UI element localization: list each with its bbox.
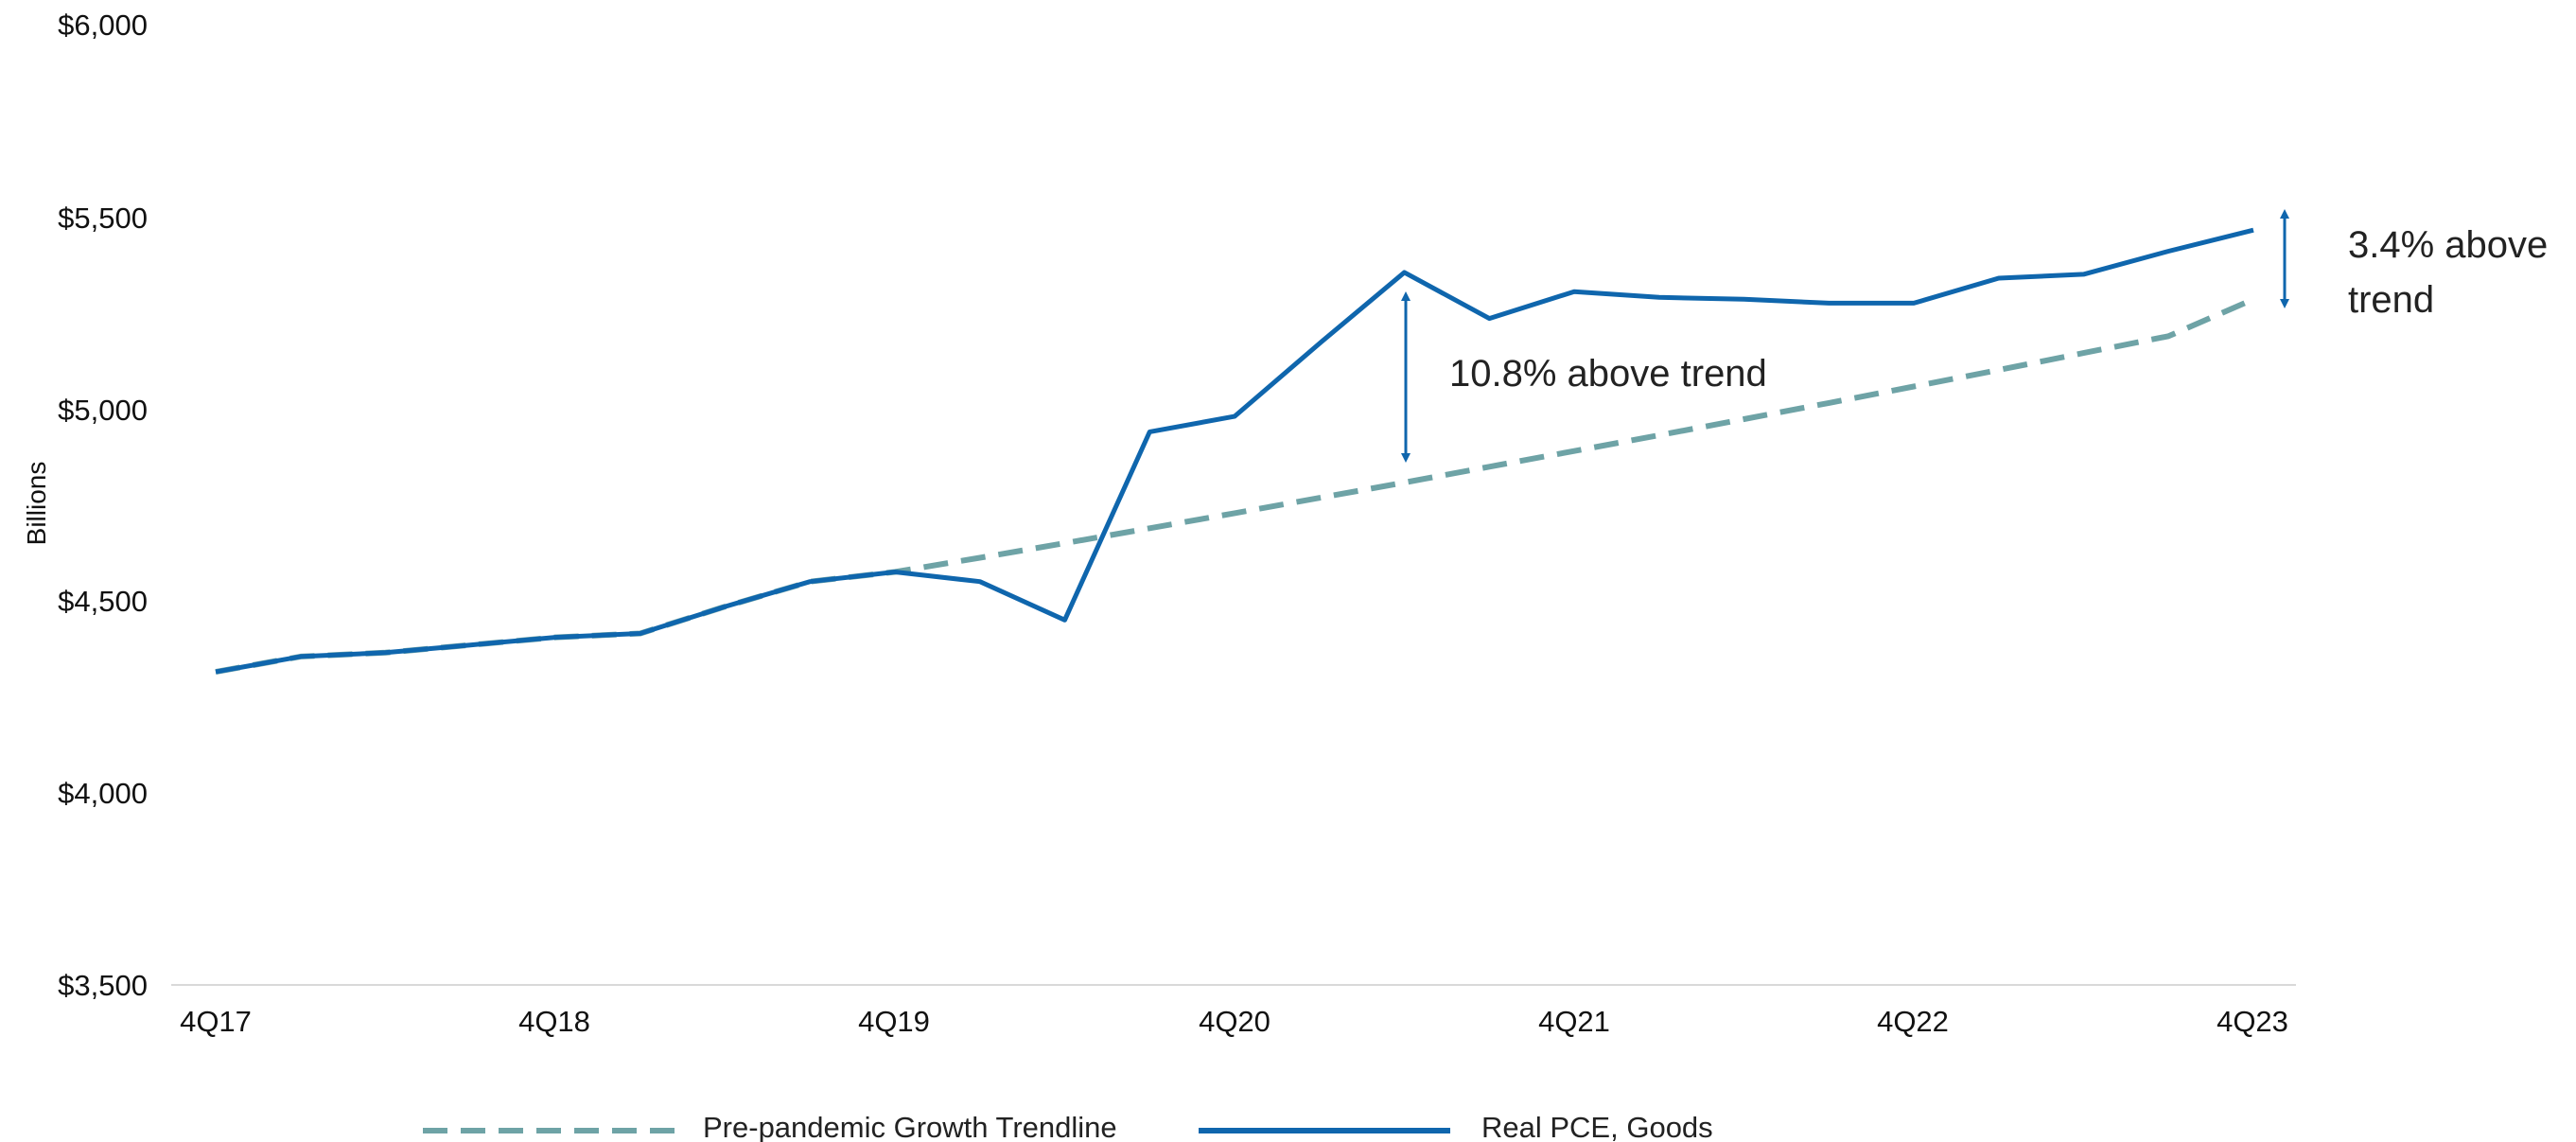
x-tick-label: 4Q22 — [1877, 1005, 1949, 1038]
series-layer — [215, 227, 2255, 676]
annotation-label-2023-line2: trend — [2348, 279, 2434, 321]
y-tick-label: $3,500 — [58, 969, 148, 1002]
series-line-trendline — [215, 296, 2255, 676]
x-tick-label: 4Q21 — [1538, 1005, 1610, 1038]
x-tick-label: 4Q19 — [858, 1005, 930, 1038]
y-tick-label: $6,000 — [58, 9, 148, 42]
y-tick-label: $5,500 — [58, 202, 148, 235]
y-tick-label: $5,000 — [58, 394, 148, 427]
legend: Pre-pandemic Growth Trendline Real PCE, … — [423, 1111, 1713, 1142]
x-tick-labels: 4Q17 4Q18 4Q19 4Q20 4Q21 4Q22 4Q23 — [180, 1005, 2288, 1038]
y-axis-label: Billions — [22, 462, 51, 546]
annotation-label-2021: 10.8% above trend — [1449, 353, 1767, 395]
y-tick-label: $4,500 — [58, 585, 148, 618]
series-line-real-pce-goods — [215, 227, 2254, 675]
y-tick-label: $4,000 — [58, 777, 148, 810]
legend-label-real-pce: Real PCE, Goods — [1481, 1111, 1713, 1142]
annotation-label-2023-line1: 3.4% above — [2348, 224, 2548, 266]
x-tick-label: 4Q17 — [180, 1005, 252, 1038]
x-tick-label: 4Q20 — [1199, 1005, 1270, 1038]
legend-label-trendline: Pre-pandemic Growth Trendline — [703, 1111, 1117, 1142]
y-tick-labels: $6,000 $5,500 $5,000 $4,500 $4,000 $3,50… — [58, 9, 148, 1002]
x-tick-label: 4Q23 — [2217, 1005, 2288, 1038]
x-tick-label: 4Q18 — [518, 1005, 590, 1038]
